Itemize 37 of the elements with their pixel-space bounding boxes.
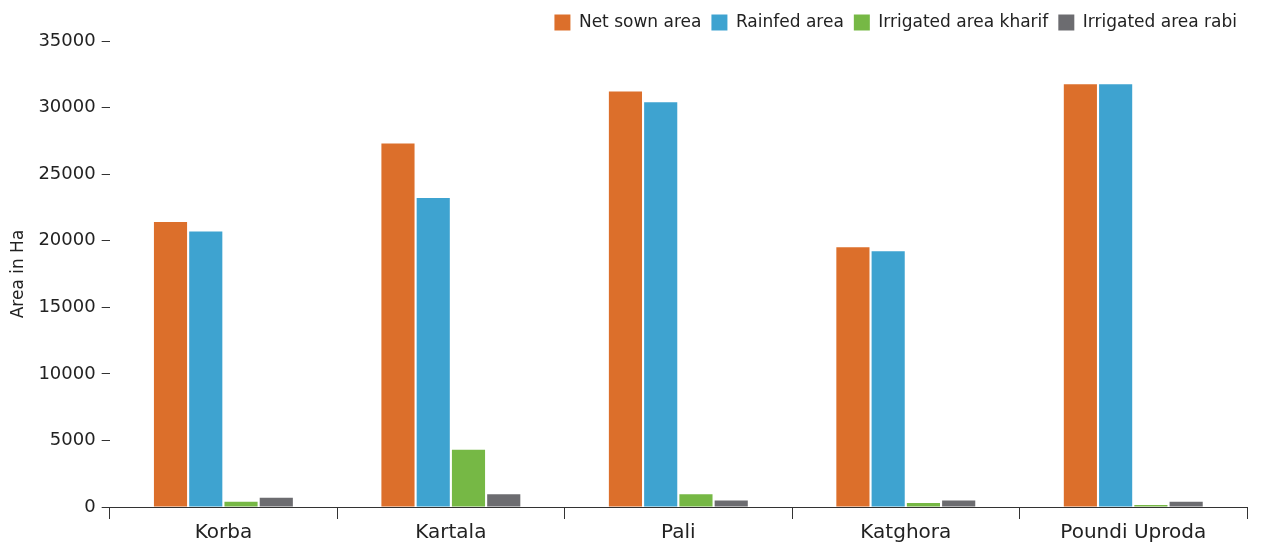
y-tick-label: 25000 [38, 161, 96, 183]
y-tick-label: 20000 [38, 228, 96, 250]
legend-label: Irrigated area kharif [878, 10, 1050, 31]
legend-label: Net sown area [578, 10, 702, 31]
x-tick-label: Poundi Uproda [1060, 519, 1207, 544]
y-axis-title: Area in Ha [6, 229, 27, 319]
bar [381, 143, 415, 507]
bar [679, 494, 713, 507]
x-tick-label: Katghora [860, 519, 952, 544]
bar [259, 497, 293, 507]
bar [224, 501, 258, 507]
y-tick-label: 5000 [49, 428, 96, 450]
x-tick-label: Pali [661, 519, 696, 544]
bar [714, 500, 748, 507]
bar [416, 198, 450, 507]
bar [871, 251, 905, 507]
bar [906, 503, 940, 507]
legend-label: Rainfed area [735, 10, 844, 31]
bar [1099, 84, 1133, 507]
x-tick-label: Korba [194, 519, 253, 544]
y-tick-label: 10000 [38, 361, 96, 383]
bar [836, 247, 870, 507]
bar [942, 500, 976, 507]
bar [644, 102, 678, 507]
bar [451, 449, 486, 507]
bar [153, 222, 188, 507]
y-tick-label: 0 [84, 494, 96, 516]
y-tick-label: 15000 [38, 294, 96, 316]
bar [1169, 501, 1203, 507]
x-tick-label: Kartala [415, 519, 487, 544]
y-tick-label: 30000 [38, 95, 96, 117]
bar [189, 231, 223, 507]
bar [487, 494, 521, 507]
bar [1063, 84, 1097, 507]
legend-label: Irrigated area rabi [1082, 10, 1238, 31]
bar [608, 91, 643, 507]
y-tick-label: 35000 [38, 28, 96, 50]
